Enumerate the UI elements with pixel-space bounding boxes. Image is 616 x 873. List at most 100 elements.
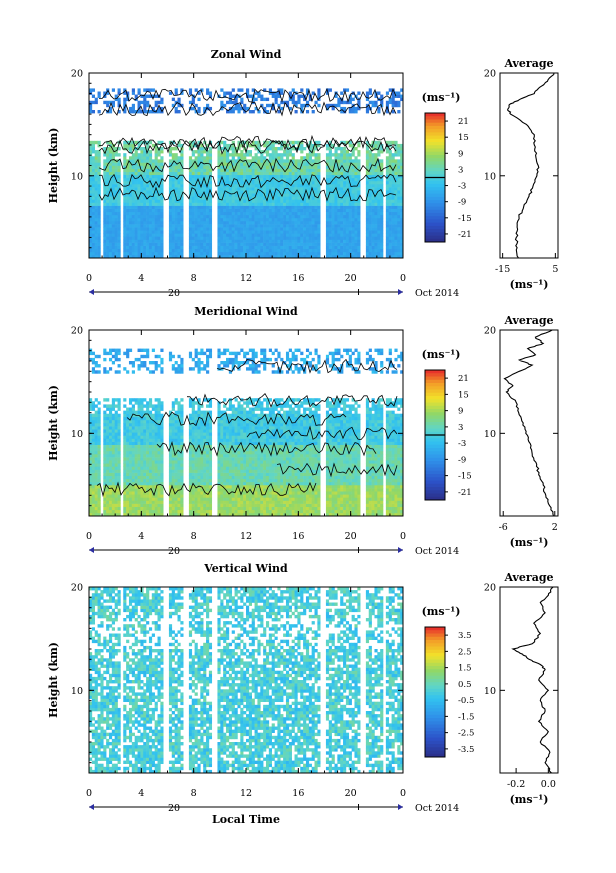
heatmap-cell — [177, 230, 181, 234]
heatmap-cell — [91, 171, 95, 176]
heatmap-cell — [343, 177, 347, 182]
heatmap-cell — [117, 184, 121, 188]
heatmap-cell — [154, 94, 158, 98]
heatmap-cell — [174, 217, 178, 222]
heatmap-cell — [137, 233, 141, 237]
heatmap-cell — [157, 187, 161, 191]
heatmap-cell — [151, 500, 155, 504]
heatmap-cell — [257, 187, 261, 191]
heatmap-cell — [268, 202, 272, 206]
heatmap-cell — [234, 251, 238, 256]
heatmap-cell — [283, 205, 287, 209]
heatmap-cell — [260, 97, 264, 102]
heatmap-cell — [331, 193, 335, 197]
heatmap-cell — [248, 227, 252, 231]
heatmap-cell — [294, 221, 298, 225]
heatmap-cell — [291, 199, 295, 203]
heatmap-cell — [308, 196, 312, 200]
heatmap-cell — [111, 413, 115, 418]
heatmap-cell — [128, 463, 133, 467]
heatmap-cell — [297, 251, 301, 256]
heatmap-cell — [108, 153, 113, 157]
heatmap-cell — [371, 143, 375, 148]
heatmap-cell — [126, 205, 130, 209]
heatmap-cell — [397, 251, 401, 256]
heatmap-cell — [208, 106, 213, 111]
heatmap-cell — [174, 248, 178, 253]
heatmap-cell — [103, 429, 107, 433]
heatmap-cell — [223, 217, 227, 222]
heatmap-cell — [103, 506, 107, 511]
heatmap-cell — [351, 221, 355, 225]
heatmap-cell — [89, 447, 93, 452]
heatmap-cell — [228, 147, 233, 151]
heatmap-cell — [357, 211, 361, 216]
heatmap-cell — [271, 140, 275, 145]
heatmap-cell — [303, 103, 307, 108]
heatmap-cell — [343, 245, 347, 250]
heatmap-cell — [126, 242, 130, 246]
heatmap-cell — [303, 239, 307, 243]
heatmap-cell — [94, 503, 98, 507]
heatmap-cell — [94, 472, 98, 476]
heatmap-cell — [311, 143, 315, 148]
heatmap-cell — [108, 162, 113, 166]
heatmap-cell — [308, 205, 312, 209]
heatmap-cell — [365, 171, 370, 176]
heatmap-cell — [103, 196, 107, 200]
heatmap-cell — [168, 245, 173, 250]
heatmap-cell — [154, 208, 158, 213]
heatmap-cell — [280, 190, 284, 194]
heatmap-cell — [357, 239, 361, 243]
heatmap-cell — [194, 103, 198, 108]
heatmap-cell — [197, 202, 201, 206]
heatmap-cell — [374, 184, 378, 188]
heatmap-cell — [277, 110, 281, 114]
heatmap-cell — [191, 239, 195, 243]
heatmap-cell — [131, 500, 135, 504]
heatmap-cell — [154, 506, 158, 511]
heatmap-cell — [174, 177, 178, 182]
heatmap-cell — [97, 162, 101, 166]
heatmap-cell — [143, 165, 147, 169]
heatmap-cell — [248, 159, 252, 163]
heatmap-cell — [240, 217, 244, 222]
heatmap-cell — [314, 233, 318, 237]
heatmap-cell — [388, 214, 392, 219]
heatmap-cell — [151, 177, 155, 182]
colorbar-band — [425, 132, 445, 136]
heatmap-cell — [108, 478, 113, 483]
heatmap-cell — [277, 168, 281, 172]
heatmap-cell — [265, 227, 270, 231]
heatmap-cell — [223, 208, 227, 213]
heatmap-cell — [394, 202, 398, 206]
heatmap-cell — [274, 224, 278, 228]
heatmap-cell — [308, 184, 312, 188]
heatmap-cell — [180, 205, 184, 209]
heatmap-cell — [268, 143, 272, 148]
heatmap-cell — [123, 196, 127, 200]
heatmap-cell — [108, 419, 113, 424]
heatmap-cell — [148, 435, 153, 439]
heatmap-cell — [188, 227, 193, 231]
heatmap-cell — [297, 97, 301, 102]
heatmap-cell — [340, 193, 344, 197]
heatmap-cell — [311, 187, 315, 191]
heatmap-cell — [160, 475, 164, 480]
heatmap-cell — [317, 196, 321, 200]
heatmap-cell — [154, 512, 158, 517]
heatmap-cell — [331, 165, 335, 169]
heatmap-cell — [260, 227, 264, 231]
heatmap-cell — [140, 488, 144, 492]
heatmap-cell — [140, 398, 144, 402]
heatmap-cell — [397, 100, 401, 105]
colorbar-tick-label: -21 — [458, 230, 472, 240]
heatmap-cell — [160, 217, 164, 222]
heatmap-cell — [397, 91, 401, 95]
heatmap-cell — [94, 466, 98, 470]
heatmap-cell — [203, 245, 207, 250]
heatmap-cell — [246, 190, 250, 194]
heatmap-cell — [137, 457, 141, 461]
heatmap-cell — [325, 190, 330, 194]
heatmap-cell — [208, 230, 213, 234]
